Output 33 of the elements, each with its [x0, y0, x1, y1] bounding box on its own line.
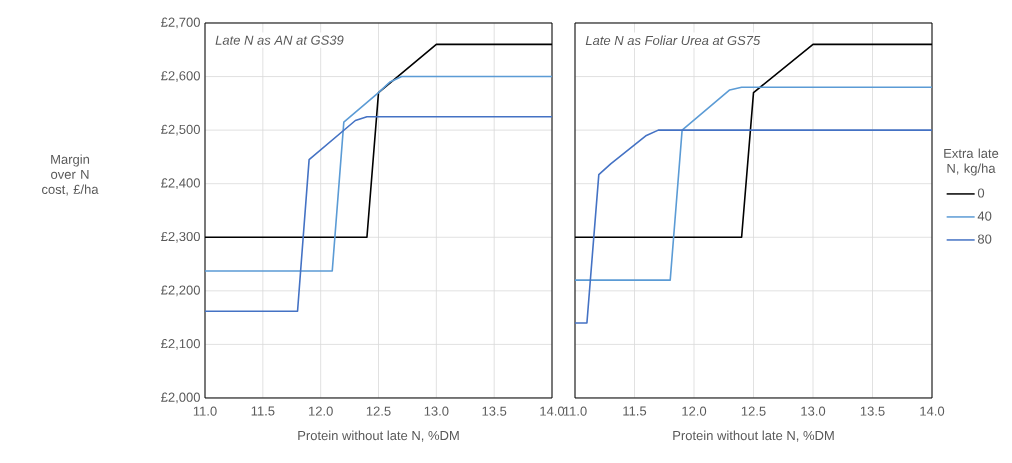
x-tick-label: 13.0: [424, 406, 449, 416]
text: Late N as Foliar Urea at GS75: [585, 35, 761, 46]
line-series: [204, 75, 553, 272]
legend-title: Extra late N, kg/ha: [944, 148, 999, 176]
y-axis-title: Margin over N cost, £/ha: [42, 154, 99, 196]
y-tick-label: £2,100: [161, 339, 200, 350]
line-series: [204, 115, 553, 312]
y-tick-label: £2,400: [161, 178, 200, 190]
x-tick-label: 12.5: [366, 406, 391, 416]
y-tick-label: £2,500: [161, 124, 200, 136]
x-tick-label: 14.0: [540, 406, 565, 416]
x-tick-label: 12.0: [309, 406, 333, 416]
x-tick-label: 13.0: [801, 406, 826, 416]
legend-label: 40: [977, 211, 992, 221]
x-tick-label: 12.0: [682, 406, 707, 416]
x-tick-label: 14.0: [920, 406, 945, 416]
x-tick-label: 11.0: [193, 406, 217, 416]
x-tick-label: 13.5: [860, 406, 885, 416]
x-axis-title: Protein without late N, %DM: [673, 430, 834, 442]
x-tick-label: 11.5: [623, 406, 647, 416]
y-tick-label: £2,600: [161, 71, 200, 82]
x-tick-label: 13.5: [482, 406, 507, 416]
x-tick-label: 12.5: [741, 406, 766, 416]
legend-label: 0: [977, 188, 985, 198]
y-tick-label: £2,300: [161, 231, 200, 243]
x-tick-label: 11.0: [563, 406, 587, 416]
y-tick-label: £2,000: [161, 392, 200, 404]
y-tick-label: £2,700: [161, 17, 200, 29]
x-tick-label: 11.5: [251, 406, 275, 416]
text: Late N as AN at GS39: [215, 35, 344, 45]
legend-label: 80: [977, 234, 992, 244]
y-tick-label: £2,200: [161, 285, 200, 297]
x-axis-title: Protein without late N, %DM: [298, 430, 459, 442]
